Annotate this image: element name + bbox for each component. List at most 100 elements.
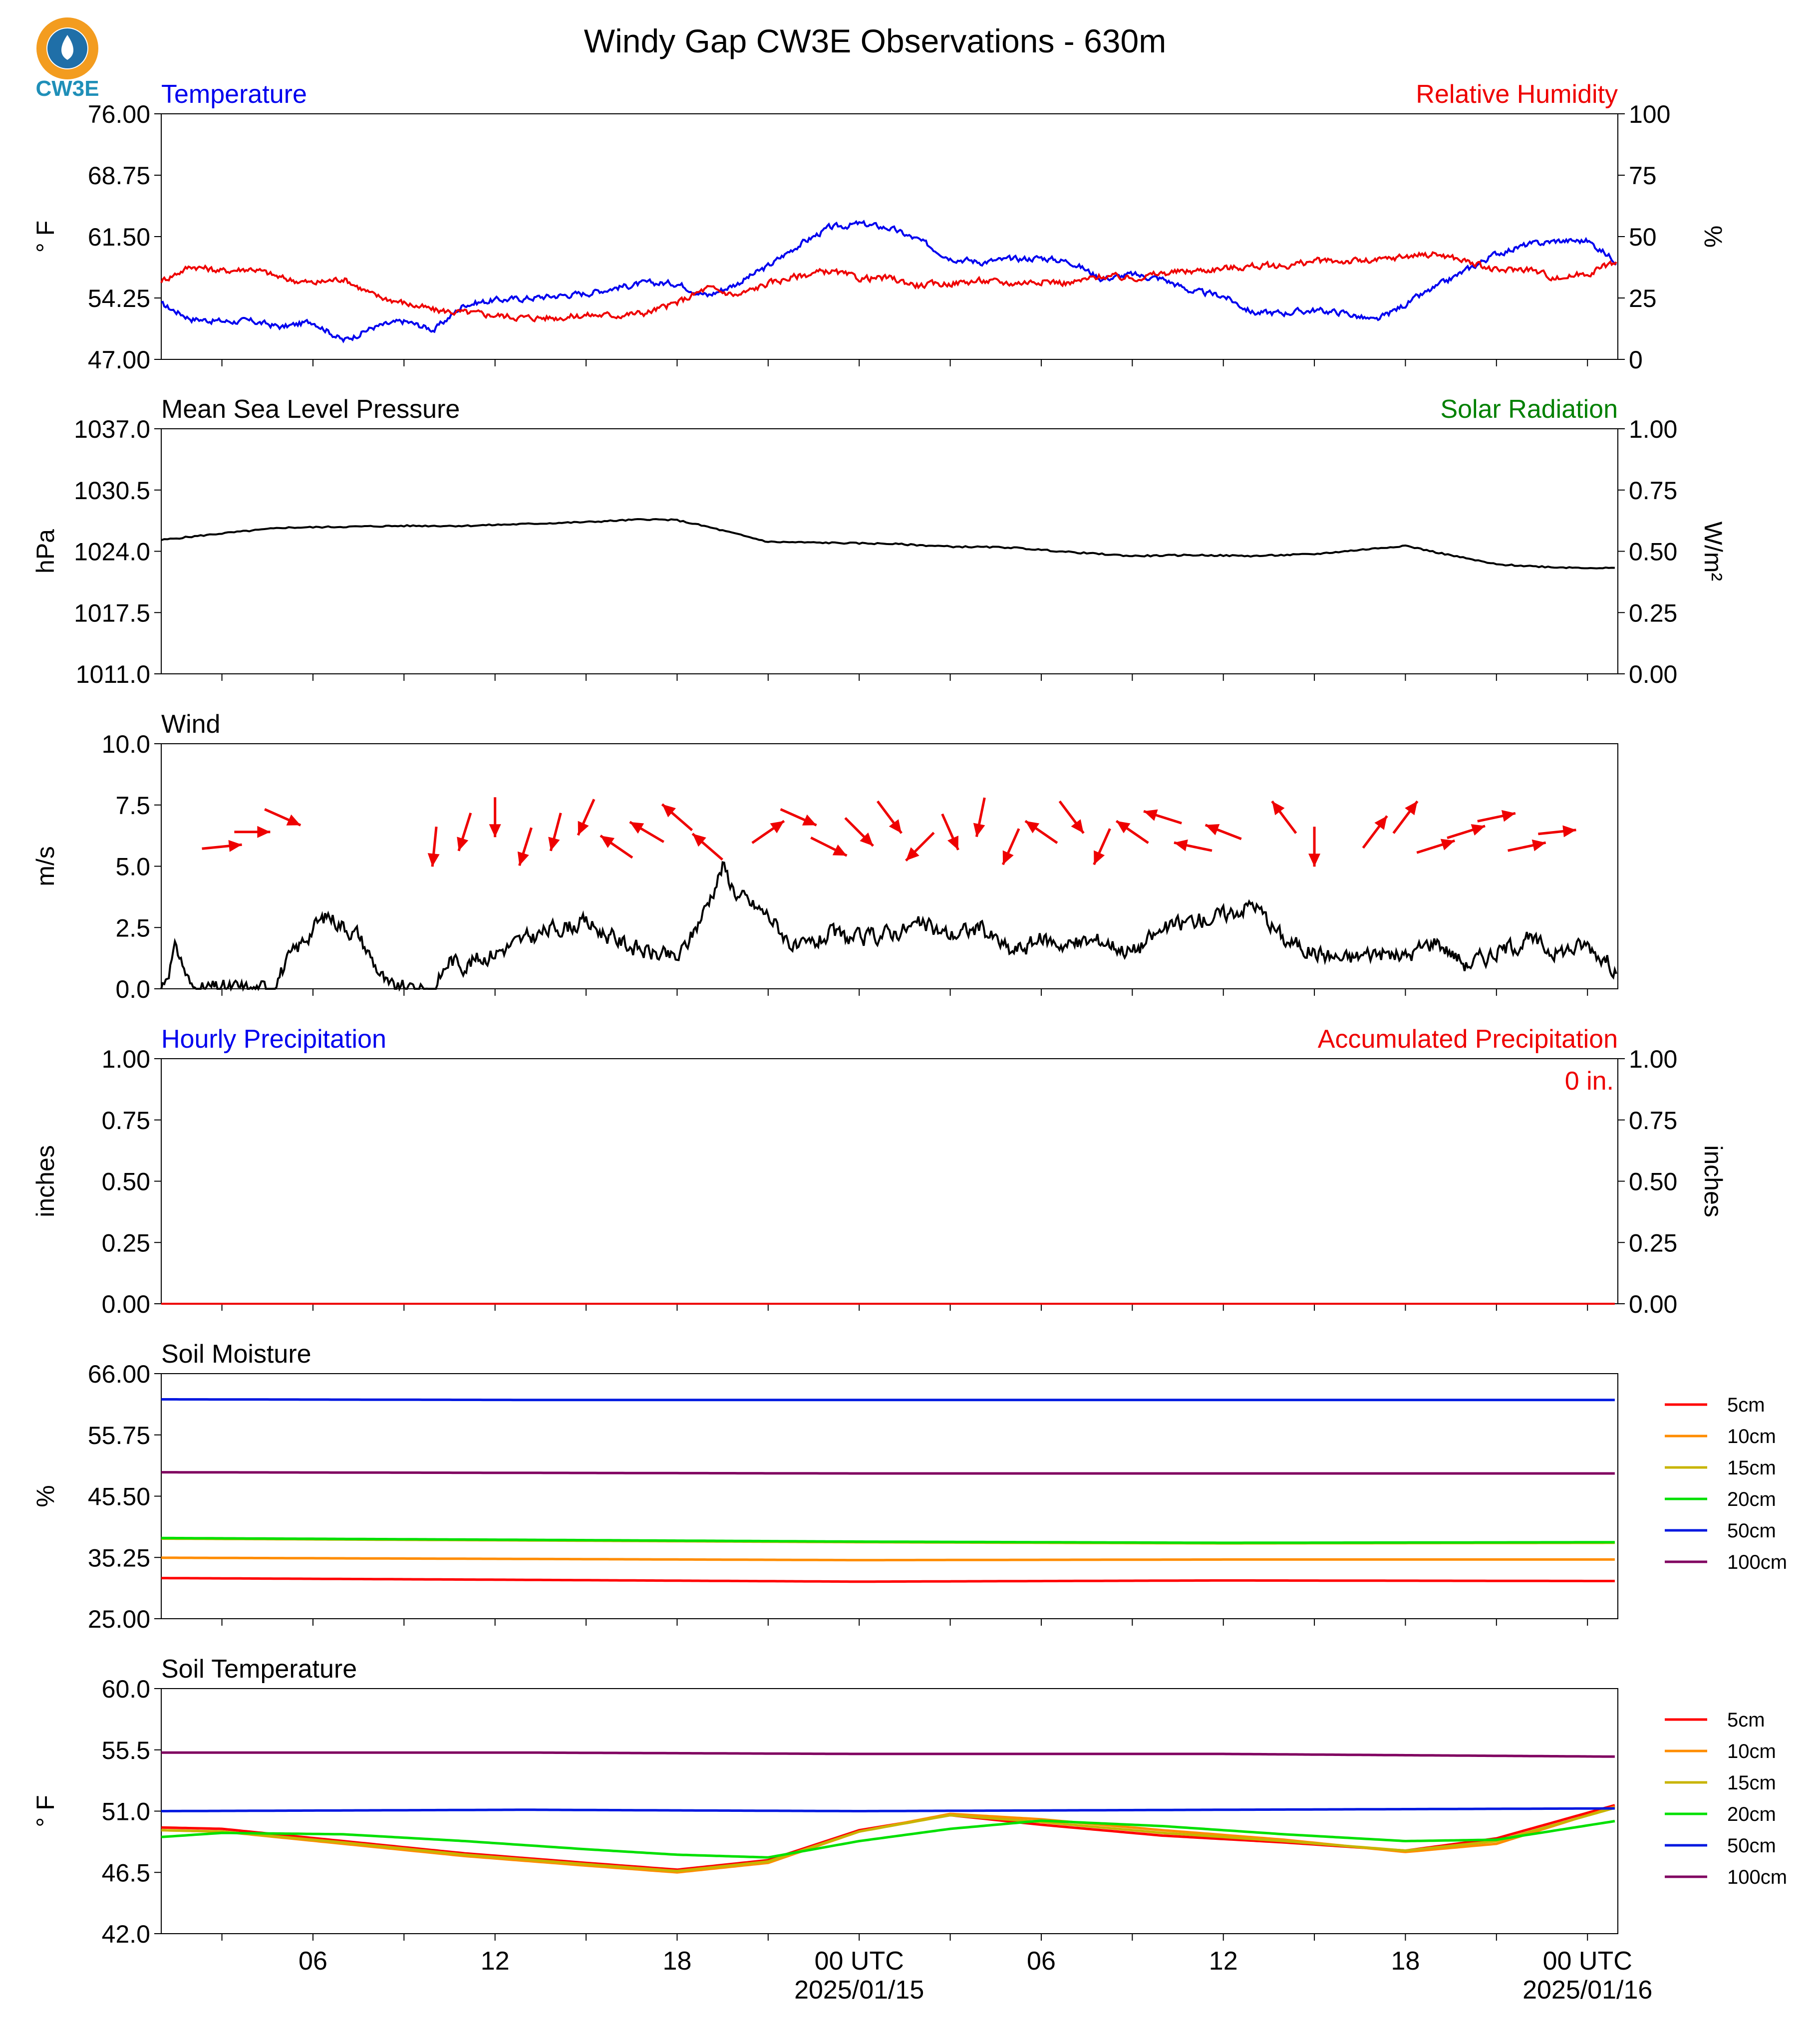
wind-arrow-head [889,819,902,834]
wind-arrow-head [1562,825,1576,838]
y-tick-label-left: 55.75 [88,1422,150,1449]
wind-arrow-head [1174,839,1188,852]
wind-arrow [941,813,959,851]
y-tick-label-left: 0.75 [102,1107,150,1135]
wind-arrow [600,835,633,859]
wind-arrow [489,797,501,838]
wind-arrow-head [1501,810,1516,822]
wind-arrow-head [286,814,301,826]
panel-mean-sea-level-pressure: Mean Sea Level Pressure Solar Radiation 10… [31,395,1727,688]
wind-arrow [1271,800,1297,834]
wind-arrow [629,821,664,843]
wind-arrow-head [1002,850,1014,865]
wind-arrow-head [770,821,784,834]
y-tick-label-left: 7.5 [115,792,150,820]
wind-arrow [661,803,693,832]
wind-arrow-head [629,822,644,834]
y-tick-label-right: 0.25 [1629,1229,1677,1257]
y-tick-label-right: 0.50 [1629,1168,1677,1196]
series-line-s0 [160,861,1617,992]
y-tick-label-right: 0.50 [1629,538,1677,566]
y-axis-label-left: inches [31,1145,59,1217]
y-tick-label-left: 0.50 [102,1168,150,1196]
wind-arrow [264,808,302,827]
wind-arrow [1001,828,1020,866]
wind-arrow-head [1071,819,1084,834]
wind-arrow [844,817,874,847]
y-axis-label-right: % [1699,226,1727,248]
panel-title-left: Soil Temperature [161,1655,357,1684]
wind-arrow-head [1272,801,1285,816]
wind-arrow-head [257,826,271,838]
y-tick-label-left: 5.0 [115,853,150,881]
wind-arrow [1392,800,1419,834]
y-tick-label-left: 55.5 [102,1737,150,1764]
y-axis-label-right: inches [1699,1145,1727,1217]
wind-arrow [1447,824,1486,840]
y-tick-label-right: 25 [1629,285,1657,312]
series-line-15cm [161,1806,1615,1873]
y-tick-label-left: 1037.0 [74,415,150,443]
y-tick-label-left: 46.5 [102,1859,150,1887]
wind-arrow-head [802,814,817,826]
wind-arrow-head [832,844,847,856]
wind-arrow [517,827,533,866]
wind-arrow [1024,820,1058,844]
wind-arrow-head [1374,816,1387,830]
wind-arrow-head [1405,801,1418,816]
x-tick-label: 00 UTC [815,1947,904,1976]
panel-title-left: Wind [161,710,220,739]
wind-arrow [577,799,596,836]
wind-arrow [1477,810,1516,823]
legend-label-5cm: 5cm [1727,1394,1765,1416]
wind-arrow-head [600,836,615,848]
series-line-100cm [161,1751,1615,1758]
wind-arrow [1362,815,1388,849]
figure-title: Windy Gap CW3E Observations - 630m [584,22,1166,59]
y-tick-label-right: 1.00 [1629,415,1677,443]
x-tick-label: 06 [1027,1947,1056,1976]
y-tick-label-right: 0.00 [1629,1290,1677,1318]
wind-arrow-head [860,832,874,846]
y-tick-label-left: 54.25 [88,285,150,312]
legend-label-15cm: 15cm [1727,1457,1776,1479]
legend-label-10cm: 10cm [1727,1426,1776,1448]
wind-arrow-head [1025,821,1040,834]
panel-title-right: Accumulated Precipitation [1318,1025,1618,1054]
panel-title-right: Relative Humidity [1416,80,1618,109]
legend-label-20cm: 20cm [1727,1488,1776,1510]
wind-arrow-head [662,804,676,818]
y-tick-label-right: 50 [1629,223,1657,251]
wind-arrow [1416,839,1456,854]
wind-arrow-head [1144,809,1158,821]
y-axis-label-left: m/s [31,846,59,886]
panel-title-left: Temperature [161,80,307,109]
wind-arrow [905,832,935,862]
y-tick-label-left: 60.0 [102,1675,150,1703]
y-tick-label-right: 1.00 [1629,1045,1677,1073]
legend-label-50cm: 50cm [1727,1520,1776,1542]
y-tick-label-right: 100 [1629,100,1670,128]
wind-arrow [1508,839,1546,852]
wind-arrow-head [692,834,706,847]
wind-arrow-head [489,824,501,838]
wind-arrow [810,836,848,857]
wind-arrow [427,826,440,867]
y-tick-label-left: 1030.5 [74,477,150,505]
series-line-10cm [161,1556,1615,1562]
legend-label-100cm: 100cm [1727,1551,1787,1573]
y-tick-label-left: 1017.5 [74,599,150,627]
y-tick-label-left: 2.5 [115,914,150,942]
wind-arrow-head [228,840,242,852]
wind-arrow-head [1440,839,1455,851]
y-tick-label-left: 0.25 [102,1229,150,1257]
y-axis-label-right: W/m² [1699,522,1727,581]
wind-arrow [1093,828,1111,866]
wind-arrow-head [1308,854,1321,867]
y-tick-label-right: 0 [1629,346,1643,374]
x-tick-label: 06 [299,1947,327,1976]
series-line-100cm [161,1471,1615,1475]
y-tick-label-left: 10.0 [102,730,150,758]
